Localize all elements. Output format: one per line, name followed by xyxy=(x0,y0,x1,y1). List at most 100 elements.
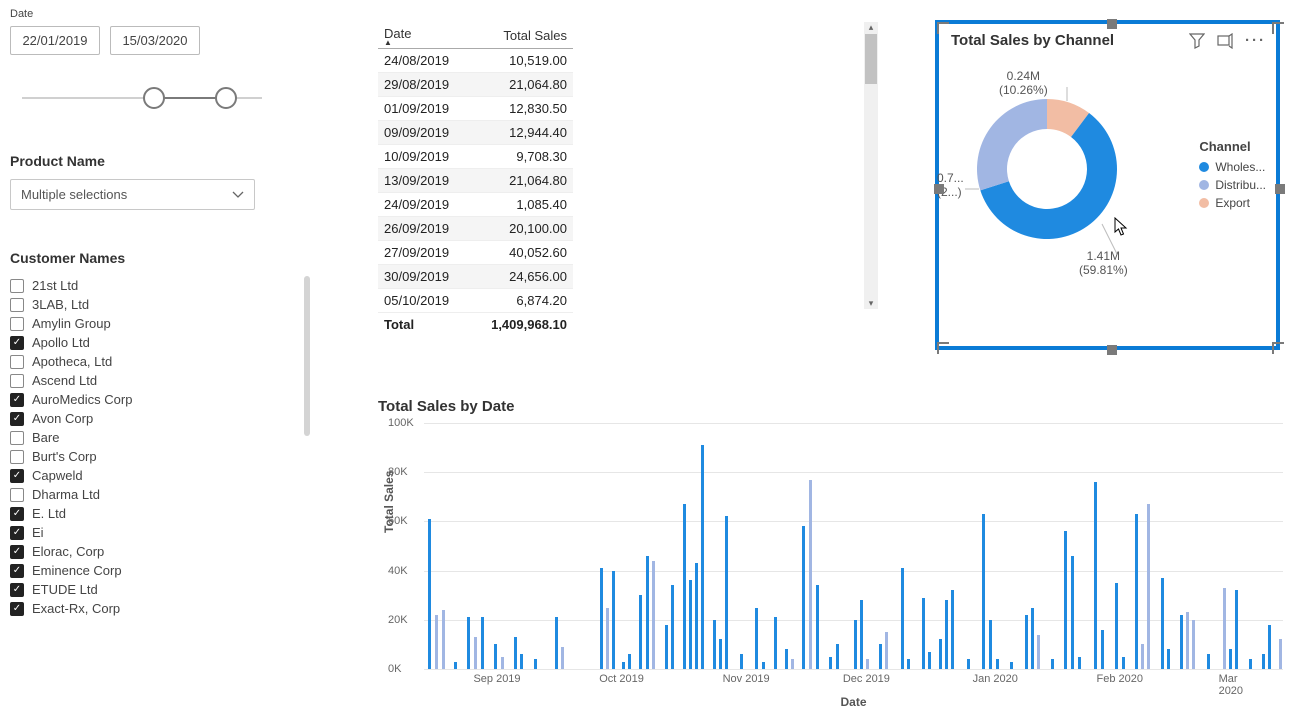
bar[interactable] xyxy=(481,617,484,669)
bar[interactable] xyxy=(1078,657,1081,669)
table-row[interactable]: 01/09/201912,830.50 xyxy=(378,97,573,121)
bar[interactable] xyxy=(1207,654,1210,669)
checkbox-icon[interactable]: ✓ xyxy=(10,602,24,616)
resize-corner-handle[interactable] xyxy=(1272,22,1284,34)
scroll-up-icon[interactable]: ▴ xyxy=(864,22,878,33)
bar[interactable] xyxy=(1192,620,1195,669)
table-scrollbar-thumb[interactable] xyxy=(865,34,877,84)
filter-icon[interactable] xyxy=(1189,33,1205,49)
table-row[interactable]: 10/09/20199,708.30 xyxy=(378,145,573,169)
customer-list-item[interactable]: Apotheca, Ltd xyxy=(10,352,310,371)
bar[interactable] xyxy=(713,620,716,669)
checkbox-icon[interactable]: ✓ xyxy=(10,412,24,426)
bar[interactable] xyxy=(628,654,631,669)
customer-list-item[interactable]: Bare xyxy=(10,428,310,447)
focus-mode-icon[interactable] xyxy=(1217,33,1233,49)
donut-chart[interactable] xyxy=(957,79,1137,259)
bar[interactable] xyxy=(695,563,698,669)
bar[interactable] xyxy=(1279,639,1282,669)
more-options-icon[interactable]: ··· xyxy=(1245,32,1266,49)
bar[interactable] xyxy=(1135,514,1138,669)
bar[interactable] xyxy=(922,598,925,669)
bar[interactable] xyxy=(428,519,431,669)
bar[interactable] xyxy=(1115,583,1118,669)
resize-corner-handle[interactable] xyxy=(937,22,949,34)
bar[interactable] xyxy=(1167,649,1170,669)
checkbox-icon[interactable]: ✓ xyxy=(10,469,24,483)
bar[interactable] xyxy=(836,644,839,669)
bar[interactable] xyxy=(1037,635,1040,669)
product-dropdown[interactable]: Multiple selections xyxy=(10,179,255,210)
bar[interactable] xyxy=(494,644,497,669)
bar[interactable] xyxy=(996,659,999,669)
donut-visual-selected[interactable]: Total Sales by Channel ··· 0.24M (10.26%… xyxy=(935,20,1280,350)
checkbox-icon[interactable]: ✓ xyxy=(10,507,24,521)
table-header-date[interactable]: Date ▲ xyxy=(378,22,469,49)
customer-list-item[interactable]: 21st Ltd xyxy=(10,276,310,295)
slider-handle-start[interactable] xyxy=(143,87,165,109)
bar[interactable] xyxy=(561,647,564,669)
bar[interactable] xyxy=(435,615,438,669)
customer-list-item[interactable]: Ascend Ltd xyxy=(10,371,310,390)
bar[interactable] xyxy=(879,644,882,669)
resize-corner-handle[interactable] xyxy=(1272,342,1284,354)
bar[interactable] xyxy=(755,608,758,670)
checkbox-icon[interactable]: ✓ xyxy=(10,526,24,540)
bar[interactable] xyxy=(652,561,655,669)
bar[interactable] xyxy=(1010,662,1013,669)
bar[interactable] xyxy=(1141,644,1144,669)
bar[interactable] xyxy=(1262,654,1265,669)
customer-list-item[interactable]: Burt's Corp xyxy=(10,447,310,466)
bar[interactable] xyxy=(866,659,869,669)
resize-handle[interactable] xyxy=(1275,184,1285,194)
customer-list-item[interactable]: ✓Capweld xyxy=(10,466,310,485)
bar[interactable] xyxy=(785,649,788,669)
customer-list-item[interactable]: ✓Exact-Rx, Corp xyxy=(10,599,310,618)
date-start-input[interactable]: 22/01/2019 xyxy=(10,26,100,55)
checkbox-icon[interactable] xyxy=(10,317,24,331)
bar[interactable] xyxy=(1268,625,1271,669)
slider-handle-end[interactable] xyxy=(215,87,237,109)
bar[interactable] xyxy=(928,652,931,669)
bar[interactable] xyxy=(1180,615,1183,669)
table-header-total-sales[interactable]: Total Sales xyxy=(469,22,573,49)
bar[interactable] xyxy=(1235,590,1238,669)
bar[interactable] xyxy=(1223,588,1226,669)
customer-list-item[interactable]: ✓E. Ltd xyxy=(10,504,310,523)
bar[interactable] xyxy=(454,662,457,669)
scroll-down-icon[interactable]: ▾ xyxy=(864,298,878,309)
bar[interactable] xyxy=(967,659,970,669)
bar[interactable] xyxy=(1229,649,1232,669)
table-row[interactable]: 05/10/20196,874.20 xyxy=(378,289,573,313)
customer-list-item[interactable]: ✓Elorac, Corp xyxy=(10,542,310,561)
checkbox-icon[interactable] xyxy=(10,450,24,464)
bar[interactable] xyxy=(474,637,477,669)
customer-list-item[interactable]: ✓Avon Corp xyxy=(10,409,310,428)
bar[interactable] xyxy=(622,662,625,669)
table-row[interactable]: 29/08/201921,064.80 xyxy=(378,73,573,97)
bar[interactable] xyxy=(939,639,942,669)
bar[interactable] xyxy=(809,480,812,669)
customer-list-item[interactable]: Amylin Group xyxy=(10,314,310,333)
bar[interactable] xyxy=(639,595,642,669)
customer-scrollbar-thumb[interactable] xyxy=(304,276,310,436)
bar[interactable] xyxy=(534,659,537,669)
checkbox-icon[interactable]: ✓ xyxy=(10,583,24,597)
bar[interactable] xyxy=(901,568,904,669)
bar[interactable] xyxy=(774,617,777,669)
bar[interactable] xyxy=(467,617,470,669)
bar[interactable] xyxy=(1031,608,1034,670)
resize-handle[interactable] xyxy=(1107,19,1117,29)
legend-item[interactable]: Distribu... xyxy=(1199,178,1266,192)
customer-list-item[interactable]: Dharma Ltd xyxy=(10,485,310,504)
bar[interactable] xyxy=(791,659,794,669)
bar[interactable] xyxy=(719,639,722,669)
bar[interactable] xyxy=(860,600,863,669)
bar[interactable] xyxy=(1051,659,1054,669)
checkbox-icon[interactable]: ✓ xyxy=(10,545,24,559)
bar[interactable] xyxy=(701,445,704,669)
checkbox-icon[interactable] xyxy=(10,279,24,293)
bar[interactable] xyxy=(762,662,765,669)
bar[interactable] xyxy=(725,516,728,669)
checkbox-icon[interactable]: ✓ xyxy=(10,336,24,350)
